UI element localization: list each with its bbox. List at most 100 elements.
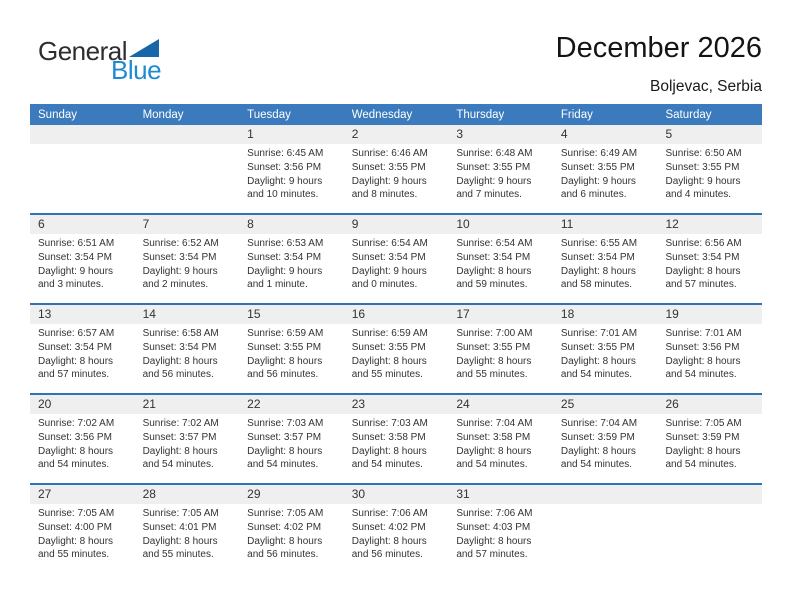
- day-number: 14: [134, 305, 240, 324]
- week-row: 6 Sunrise: 6:51 AM Sunset: 3:54 PM Daylight…: [30, 213, 763, 303]
- logo-text-blue: Blue: [111, 55, 162, 85]
- day-number: [134, 125, 240, 144]
- day-number: 20: [30, 395, 135, 414]
- day-info-line: Sunrise: 7:01 AM: [665, 328, 742, 339]
- day-info: Sunrise: 7:05 AM Sunset: 4:02 PM Daylight:…: [239, 504, 344, 562]
- day-info-line: Daylight: 8 hours: [142, 355, 218, 367]
- day-info-line: Daylight: 8 hours: [456, 265, 532, 277]
- day-info-line: Daylight: 9 hours: [456, 175, 532, 187]
- weekday-header: Tuesday: [247, 108, 291, 121]
- day-number: 10: [448, 215, 553, 234]
- day-info-line: Sunrise: 6:59 AM: [351, 328, 428, 339]
- day-info-line: Daylight: 8 hours: [247, 535, 323, 547]
- day-cell: 21 Sunrise: 7:02 AM Sunset: 3:57 PM Dayligh…: [134, 395, 240, 483]
- day-info: [657, 504, 762, 507]
- day-info: Sunrise: 6:59 AM Sunset: 3:55 PM Daylight:…: [239, 324, 344, 382]
- day-info: Sunrise: 7:02 AM Sunset: 3:56 PM Daylight:…: [30, 414, 135, 472]
- day-info-line: and 55 minutes.: [38, 549, 110, 561]
- day-info-line: Sunset: 4:01 PM: [142, 521, 217, 533]
- day-info-line: and 56 minutes.: [247, 369, 319, 381]
- day-info-line: and 55 minutes.: [142, 549, 214, 561]
- day-info-line: Sunrise: 6:49 AM: [560, 148, 638, 159]
- day-info-line: Sunrise: 6:59 AM: [247, 328, 324, 339]
- page-title: December 2026: [555, 32, 762, 64]
- day-cell: 19 Sunrise: 7:01 AM Sunset: 3:56 PM Dayligh…: [657, 305, 763, 393]
- weekday-header: Thursday: [456, 108, 505, 121]
- day-number: 21: [134, 395, 240, 414]
- day-number: 27: [30, 485, 135, 504]
- day-info-line: Daylight: 8 hours: [351, 445, 427, 457]
- empty-day-cell: [552, 485, 658, 573]
- calendar-grid: 1 Sunrise: 6:45 AM Sunset: 3:56 PM Daylight…: [30, 125, 763, 573]
- day-number: 13: [30, 305, 135, 324]
- week-row: 1 Sunrise: 6:45 AM Sunset: 3:56 PM Daylight…: [30, 125, 763, 213]
- day-info-line: and 55 minutes.: [456, 369, 528, 381]
- day-info-line: Daylight: 8 hours: [38, 535, 114, 547]
- empty-day-cell: [134, 125, 240, 213]
- day-cell: 11 Sunrise: 6:55 AM Sunset: 3:54 PM Dayligh…: [552, 215, 658, 303]
- day-info: Sunrise: 7:06 AM Sunset: 4:03 PM Daylight:…: [448, 504, 553, 562]
- day-info-line: Sunrise: 6:52 AM: [142, 238, 219, 249]
- day-cell: 30 Sunrise: 7:06 AM Sunset: 4:02 PM Dayligh…: [343, 485, 449, 573]
- day-info-line: Sunset: 3:54 PM: [247, 251, 322, 263]
- day-cell: 15 Sunrise: 6:59 AM Sunset: 3:55 PM Dayligh…: [239, 305, 344, 393]
- day-number: 3: [448, 125, 553, 144]
- day-number: [552, 485, 658, 504]
- day-info-line: and 54 minutes.: [247, 459, 319, 471]
- day-info-line: Daylight: 9 hours: [351, 175, 427, 187]
- day-info-line: Sunset: 3:55 PM: [560, 161, 635, 173]
- day-info-line: Sunrise: 6:46 AM: [351, 148, 428, 159]
- day-cell: 12 Sunrise: 6:56 AM Sunset: 3:54 PM Dayligh…: [657, 215, 763, 303]
- day-info-line: Sunrise: 7:04 AM: [456, 418, 533, 429]
- day-info-line: Daylight: 8 hours: [142, 535, 218, 547]
- day-info-line: Daylight: 8 hours: [456, 535, 532, 547]
- day-cell: 31 Sunrise: 7:06 AM Sunset: 4:03 PM Dayligh…: [448, 485, 553, 573]
- day-info-line: Sunrise: 7:05 AM: [247, 508, 324, 519]
- day-info: Sunrise: 7:03 AM Sunset: 3:58 PM Daylight:…: [344, 414, 449, 472]
- day-info-line: Daylight: 9 hours: [351, 265, 427, 277]
- day-info-line: and 6 minutes.: [560, 189, 627, 201]
- general-blue-logo: General Blue: [38, 38, 178, 83]
- day-info-line: and 54 minutes.: [560, 369, 633, 381]
- day-info-line: Sunrise: 6:54 AM: [351, 238, 428, 249]
- day-info: Sunrise: 7:04 AM Sunset: 3:58 PM Daylight:…: [448, 414, 553, 472]
- day-info-line: Daylight: 8 hours: [560, 265, 636, 277]
- day-info: Sunrise: 6:48 AM Sunset: 3:55 PM Daylight:…: [448, 144, 553, 202]
- day-info-line: and 56 minutes.: [247, 549, 319, 561]
- day-info-line: Daylight: 8 hours: [38, 355, 114, 367]
- day-cell: 24 Sunrise: 7:04 AM Sunset: 3:58 PM Dayligh…: [448, 395, 553, 483]
- day-number: 28: [134, 485, 240, 504]
- day-info-line: Daylight: 8 hours: [38, 445, 114, 457]
- day-cell: 8 Sunrise: 6:53 AM Sunset: 3:54 PM Daylight…: [239, 215, 344, 303]
- day-info-line: Sunset: 4:00 PM: [38, 521, 112, 533]
- day-info: Sunrise: 6:46 AM Sunset: 3:55 PM Daylight:…: [344, 144, 449, 202]
- day-cell: 13 Sunrise: 6:57 AM Sunset: 3:54 PM Dayligh…: [30, 305, 135, 393]
- day-info-line: Daylight: 8 hours: [456, 355, 532, 367]
- day-info-line: Daylight: 9 hours: [665, 175, 741, 187]
- day-number: [657, 485, 763, 504]
- day-info-line: Daylight: 8 hours: [247, 355, 323, 367]
- day-info-line: and 55 minutes.: [351, 369, 423, 381]
- day-number: 23: [343, 395, 449, 414]
- day-info-line: Sunrise: 7:01 AM: [560, 328, 638, 339]
- day-info-line: Sunrise: 7:02 AM: [142, 418, 219, 429]
- day-info: Sunrise: 7:01 AM Sunset: 3:56 PM Daylight:…: [657, 324, 762, 382]
- day-info-line: Daylight: 9 hours: [247, 175, 323, 187]
- day-info: Sunrise: 7:03 AM Sunset: 3:57 PM Daylight:…: [239, 414, 344, 472]
- day-number: 8: [239, 215, 344, 234]
- day-info: Sunrise: 6:55 AM Sunset: 3:54 PM Daylight:…: [553, 234, 658, 292]
- day-info-line: Sunset: 3:54 PM: [351, 251, 426, 263]
- day-cell: 17 Sunrise: 7:00 AM Sunset: 3:55 PM Dayligh…: [448, 305, 553, 393]
- day-info: Sunrise: 7:05 AM Sunset: 4:01 PM Daylight:…: [135, 504, 240, 562]
- weekday-header: Wednesday: [351, 108, 413, 121]
- day-info-line: Sunrise: 7:05 AM: [142, 508, 219, 519]
- weekday-header: Friday: [560, 108, 593, 121]
- day-number: 26: [657, 395, 763, 414]
- day-info-line: Sunset: 3:57 PM: [142, 431, 217, 443]
- day-info: Sunrise: 6:53 AM Sunset: 3:54 PM Daylight:…: [239, 234, 344, 292]
- day-info: Sunrise: 6:59 AM Sunset: 3:55 PM Daylight:…: [344, 324, 449, 382]
- day-info-line: and 59 minutes.: [456, 279, 528, 291]
- day-info: Sunrise: 6:54 AM Sunset: 3:54 PM Daylight:…: [448, 234, 553, 292]
- day-number: 19: [657, 305, 763, 324]
- day-info-line: Sunset: 4:03 PM: [456, 521, 531, 533]
